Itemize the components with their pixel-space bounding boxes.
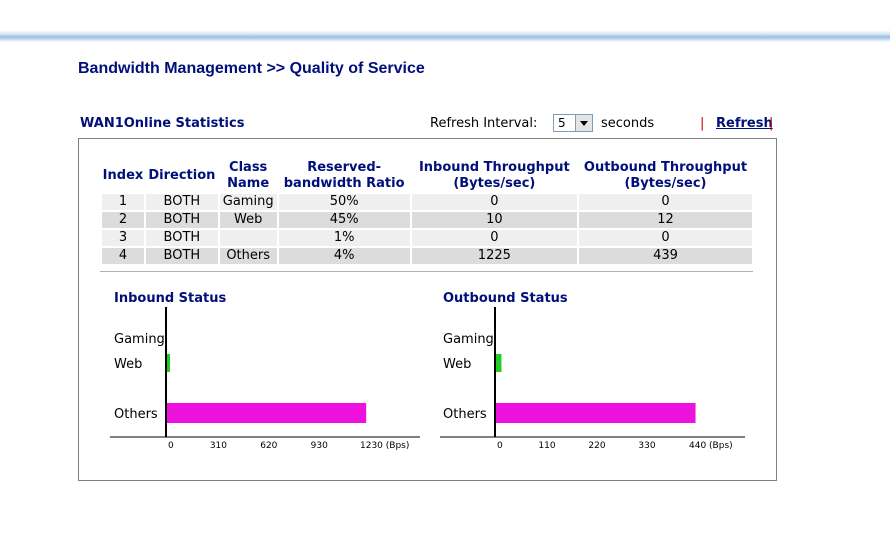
inbound-category-label: Gaming: [114, 332, 165, 347]
refresh-interval-value: 5: [558, 116, 566, 130]
inbound-bar: [167, 403, 367, 423]
inbound-category-label: Web: [114, 357, 142, 372]
table-cell: Web: [219, 212, 277, 228]
column-header: Class Name: [220, 160, 277, 192]
table-row: 1 BOTH Gaming 50% 0 0: [102, 194, 752, 210]
refresh-link[interactable]: Refresh: [716, 116, 773, 131]
section-title: WAN1Online Statistics: [80, 116, 245, 131]
column-header: Inbound Throughput (Bytes/sec): [412, 160, 577, 192]
column-header: Reserved-bandwidth Ratio: [279, 160, 410, 192]
table-cell: BOTH: [145, 230, 218, 246]
table-body: 1 BOTH Gaming 50% 0 0 2 BOTH Web 45% 10 12 3 BOTH 1% 0 0…: [102, 194, 752, 264]
column-header-line: Reserved-: [307, 160, 382, 175]
outbound-category-label: Web: [443, 357, 471, 372]
inbound-category-label: Others: [114, 407, 158, 422]
chevron-down-icon: [580, 121, 588, 126]
column-header-line: Inbound Throughput: [418, 160, 570, 175]
inbound-tick-label: 0: [168, 441, 174, 451]
table-cell: 10: [411, 212, 577, 228]
refresh-interval-label: Refresh Interval:: [430, 116, 538, 131]
column-header-line: Outbound Throughput: [583, 160, 748, 175]
table-divider: [100, 271, 753, 272]
table-header-row: Index Direction Class Name Reserved-bandwidt…: [102, 160, 752, 192]
table-cell: BOTH: [145, 212, 218, 228]
inbound-chart-title: Inbound Status: [114, 291, 227, 306]
column-header: Direction: [146, 160, 218, 192]
column-header-line: (Bytes/sec): [453, 176, 536, 191]
table-cell: 4%: [278, 248, 410, 264]
table-cell: 439: [578, 248, 752, 264]
table-row: 3 BOTH 1% 0 0: [102, 230, 752, 246]
table-cell: 12: [578, 212, 752, 228]
table-row: 4 BOTH Others 4% 1225 439: [102, 248, 752, 264]
table-cell: 45%: [278, 212, 410, 228]
outbound-tick-label: 330: [638, 441, 655, 451]
column-header: Index: [102, 160, 144, 192]
table-cell: 1: [102, 194, 144, 210]
inbound-tick-label: 930: [311, 441, 328, 451]
column-header-line: Name: [227, 176, 270, 191]
table-cell: 0: [578, 230, 752, 246]
column-header-line: Index: [102, 168, 144, 183]
table-cell: 0: [578, 194, 752, 210]
table-cell: 50%: [278, 194, 410, 210]
top-banner: [0, 0, 890, 42]
column-header-line: (Bytes/sec): [624, 176, 707, 191]
outbound-tick-label: 220: [588, 441, 605, 451]
column-header-line: bandwidth Ratio: [283, 176, 405, 191]
refresh-interval-select[interactable]: 5: [553, 114, 593, 132]
column-header-line: Class: [229, 160, 268, 175]
inbound-tick-label: 1230 (Bps): [360, 441, 409, 451]
inbound-tick-label: 310: [210, 441, 227, 451]
table-cell: 1%: [278, 230, 410, 246]
table-cell: Others: [219, 248, 277, 264]
outbound-bar: [496, 403, 696, 423]
table-cell: 1225: [411, 248, 577, 264]
outbound-tick-label: 110: [538, 441, 555, 451]
outbound-bar: [496, 354, 502, 372]
separator-right: |: [769, 116, 774, 131]
outbound-tick-label: 0: [497, 441, 503, 451]
table-cell: BOTH: [145, 248, 218, 264]
separator-left: |: [700, 116, 705, 131]
column-header-line: Direction: [148, 168, 216, 183]
table-cell: 3: [102, 230, 144, 246]
table-cell: 4: [102, 248, 144, 264]
column-header: Outbound Throughput (Bytes/sec): [579, 160, 752, 192]
table-cell: BOTH: [145, 194, 218, 210]
table-row: 2 BOTH Web 45% 10 12: [102, 212, 752, 228]
seconds-label: seconds: [601, 116, 655, 131]
table-cell: 0: [411, 230, 577, 246]
outbound-category-label: Gaming: [443, 332, 494, 347]
outbound-tick-label: 440 (Bps): [689, 441, 733, 451]
statistics-table: Index Direction Class Name Reserved-bandwidt…: [100, 158, 754, 266]
table-cell: [219, 230, 277, 246]
outbound-category-label: Others: [443, 407, 487, 422]
table-cell: 2: [102, 212, 144, 228]
page-title: Bandwidth Management >> Quality of Servi…: [78, 60, 425, 77]
table-cell: 0: [411, 194, 577, 210]
table-cell: Gaming: [219, 194, 277, 210]
inbound-bar: [167, 354, 170, 372]
outbound-chart-title: Outbound Status: [443, 291, 568, 306]
inbound-tick-label: 620: [260, 441, 277, 451]
dropdown-button[interactable]: [575, 115, 592, 131]
